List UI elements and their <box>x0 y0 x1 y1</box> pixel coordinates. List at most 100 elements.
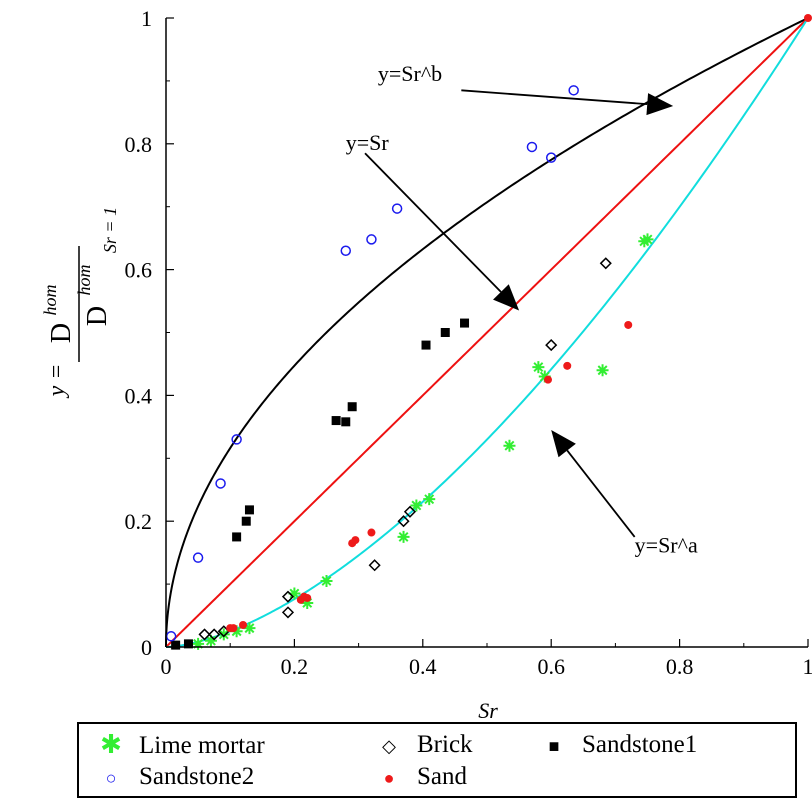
point-square <box>232 532 242 542</box>
point-dot <box>239 620 248 629</box>
legend-label: Sand <box>417 763 467 790</box>
annotation-label: y=Sr^a <box>635 533 698 558</box>
y-axis-denominator: D <box>82 306 113 326</box>
chart: 0 0.2 0.4 0.6 0.8 100.20.40.60.81 y=Sr^by=Sry… <box>40 6 812 720</box>
point-square <box>171 640 181 650</box>
star-icon: ✱ <box>100 730 122 759</box>
legend-item-sandstone1: ■ Sandstone1 <box>534 730 698 761</box>
point-square <box>244 505 254 515</box>
y-tick-label: 0.2 <box>125 509 153 534</box>
point-circle <box>165 631 177 642</box>
point-circle <box>545 152 557 163</box>
point-circle <box>366 234 377 245</box>
point-diamond <box>403 505 417 518</box>
point-star <box>538 370 551 383</box>
point-dot <box>543 375 552 384</box>
point-circle <box>526 141 538 153</box>
dot-icon: ● <box>383 768 395 788</box>
point-star <box>204 634 217 647</box>
point-diamond <box>599 257 612 270</box>
point-diamond <box>368 559 381 572</box>
point-diamond <box>281 606 295 619</box>
legend-item-brick: ◇ Brick <box>369 730 473 761</box>
point-dot <box>351 536 360 545</box>
point-diamond <box>545 339 558 352</box>
point-diamond <box>198 628 211 641</box>
diamond-icon: ◇ <box>382 736 396 756</box>
y-axis-numerator: D <box>46 323 77 343</box>
point-circle <box>340 245 352 256</box>
point-star <box>503 439 516 452</box>
point-star <box>423 493 436 506</box>
point-circle <box>568 85 579 96</box>
y-tick-label: 1 <box>141 6 152 31</box>
point-square <box>241 516 251 526</box>
legend-label: Lime mortar <box>139 732 265 759</box>
legend-item-lime-mortar: ✱ Lime mortar <box>91 730 265 761</box>
square-icon: ■ <box>548 736 560 756</box>
point-square <box>460 318 470 328</box>
point-square <box>440 328 450 337</box>
point-dot <box>303 593 312 602</box>
annotation-arrow-line <box>364 152 502 293</box>
point-diamond <box>281 590 295 603</box>
point-star <box>397 530 410 543</box>
x-tick-label: 0.6 <box>537 654 565 679</box>
y-axis-denominator-sup: hom <box>74 265 94 296</box>
point-dot <box>367 528 376 537</box>
x-tick-label: 0.2 <box>281 654 309 679</box>
y-tick-label: 0.8 <box>125 132 153 157</box>
point-star <box>217 628 230 641</box>
point-circle <box>231 434 242 445</box>
y-tick-label: 0.6 <box>125 258 153 283</box>
annotation-arrowhead <box>493 284 520 311</box>
point-circle <box>215 478 226 489</box>
point-square <box>347 402 357 412</box>
annotation-label: y=Sr^b <box>378 61 442 86</box>
x-tick-label: 0 <box>161 654 172 679</box>
point-star <box>596 364 609 377</box>
point-star <box>320 574 333 587</box>
point-dot <box>229 624 238 633</box>
legend-label: Sandstone1 <box>582 731 698 758</box>
legend-item-sandstone2: ○ Sandstone2 <box>91 762 255 793</box>
y-tick-label: 0 <box>141 635 152 660</box>
annotation-arrowhead <box>646 93 674 116</box>
y-axis-prefix: y = <box>44 364 70 399</box>
point-star <box>301 596 314 609</box>
x-axis-label: Sr <box>478 698 498 720</box>
point-square <box>341 417 351 427</box>
legend-item-sand: ● Sand <box>369 762 467 793</box>
point-dot <box>563 361 572 370</box>
point-square <box>421 340 431 350</box>
point-star <box>641 233 654 246</box>
point-star <box>410 499 423 512</box>
y-axis-label: y = D hom D hom Sr = 1 <box>40 207 120 399</box>
x-tick-label: 0.8 <box>666 654 694 679</box>
point-star <box>230 625 243 638</box>
annotation-arrow-line <box>461 89 648 106</box>
point-square <box>331 416 341 426</box>
y-axis-numerator-sup: hom <box>40 285 60 316</box>
x-tick-label: 1 <box>803 654 812 679</box>
circle-icon: ○ <box>105 768 117 788</box>
point-star <box>532 361 545 374</box>
curve-line <box>165 17 809 648</box>
annotation-label: y=Sr <box>346 130 390 155</box>
point-square <box>183 639 193 649</box>
fit-curves <box>165 17 809 648</box>
point-dot <box>624 320 633 329</box>
x-tick-label: 0.4 <box>409 654 437 679</box>
y-tick-label: 0.4 <box>125 383 153 408</box>
legend-label: Brick <box>417 731 473 758</box>
annotation-arrow-line <box>566 449 636 538</box>
axes: 0 0.2 0.4 0.6 0.8 1 0 0.2 0.4 0.6 0.8 1 <box>125 6 812 679</box>
legend: ✱ Lime mortar ◇ Brick ■ Sandstone1 ○ Sandsto… <box>77 722 797 798</box>
point-star <box>288 587 301 600</box>
annotations: y=Sr^b y=Sr y=Sr^a <box>346 61 698 558</box>
point-diamond <box>208 628 221 641</box>
point-star <box>243 622 256 635</box>
data-series <box>165 14 812 650</box>
y-axis-denominator-sub: Sr = 1 <box>100 207 120 253</box>
point-dot <box>804 14 812 22</box>
